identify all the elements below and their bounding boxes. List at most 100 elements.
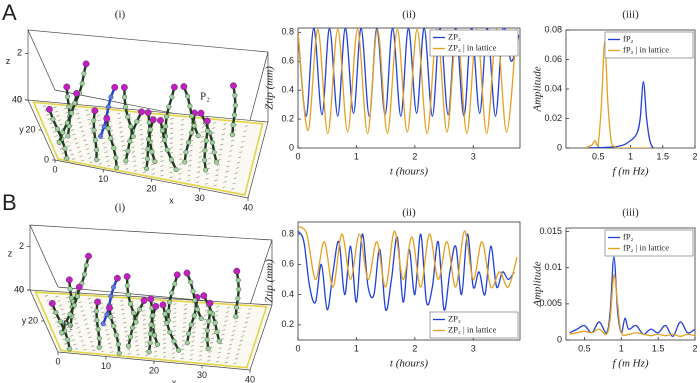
filament-node <box>91 118 97 124</box>
filament-node <box>229 132 235 138</box>
flow-arrow <box>79 155 83 158</box>
flow-arrow <box>222 329 226 331</box>
y-tick-label: 0.02 <box>544 113 562 123</box>
filament-node <box>137 307 143 313</box>
filament-tip <box>230 82 237 90</box>
flow-arrow <box>142 323 147 326</box>
flow-arrow <box>135 349 140 351</box>
flow-arrow <box>195 181 200 184</box>
z-axis-label: z <box>8 249 13 259</box>
flow-arrow <box>207 355 212 358</box>
flow-arrow <box>241 140 245 143</box>
flow-arrow <box>71 339 75 342</box>
flow-arrow <box>101 137 105 140</box>
filament-node <box>64 120 70 126</box>
flow-arrow <box>233 325 237 328</box>
y-tick-label: 0 <box>44 154 49 164</box>
legend-label: ZP₂ | in lattice <box>448 324 497 334</box>
flow-arrow <box>68 149 73 152</box>
filament-node <box>145 146 151 152</box>
flow-arrow <box>188 159 192 162</box>
flow-arrow <box>236 161 241 164</box>
filament-node <box>129 325 135 331</box>
flow-arrow <box>92 349 96 352</box>
flow-arrow <box>82 314 86 317</box>
flow-arrow <box>144 341 148 343</box>
z-tick-label: 2 <box>19 241 24 251</box>
flow-arrow <box>201 332 206 334</box>
filament-node <box>125 114 131 120</box>
flow-arrow <box>121 140 125 143</box>
filament-tip <box>203 117 211 125</box>
y-tick-label: 20 <box>25 124 35 134</box>
filament-node <box>81 71 87 77</box>
filament-node <box>147 340 153 346</box>
flow-arrow <box>214 179 218 182</box>
filament-node <box>176 347 182 353</box>
flow-arrow <box>53 106 57 109</box>
flow-arrow <box>60 308 64 311</box>
flow-arrow <box>212 328 216 331</box>
flow-arrow <box>143 327 147 330</box>
filament-node <box>206 318 212 324</box>
flow-arrow <box>191 336 195 338</box>
flow-arrow <box>84 323 88 326</box>
flow-arrow <box>196 171 201 173</box>
flow-arrow <box>193 322 197 325</box>
filament-node <box>145 136 151 142</box>
flow-arrow <box>104 324 108 327</box>
flow-arrow <box>74 108 78 111</box>
flow-arrow <box>142 171 146 174</box>
flow-arrow <box>244 125 248 127</box>
filament-node <box>233 305 239 311</box>
flow-arrow <box>231 334 235 337</box>
y-tick-label: 0.2 <box>281 319 294 329</box>
flow-arrow <box>234 357 238 360</box>
flow-arrow <box>239 151 243 154</box>
flow-arrow <box>61 152 65 154</box>
flow-arrow <box>206 172 210 175</box>
y-tick-label: 0.04 <box>544 83 562 93</box>
flow-arrow <box>233 362 237 365</box>
flow-arrow <box>134 331 138 334</box>
flow-arrow <box>180 123 184 126</box>
y-tick-label: 0 <box>557 334 562 344</box>
flow-arrow <box>225 170 229 173</box>
x-axis-label: t (hours) <box>390 358 429 370</box>
z-tick-label: 2 <box>17 48 22 58</box>
flow-arrow <box>75 142 79 145</box>
flow-arrow <box>172 347 176 350</box>
filament-node <box>212 320 218 326</box>
flow-arrow <box>57 300 61 302</box>
flow-arrow <box>73 318 77 320</box>
flow-arrow <box>189 353 194 356</box>
flow-arrow <box>122 149 126 152</box>
filament-node <box>189 113 195 119</box>
flow-arrow <box>172 334 176 337</box>
flow-arrow <box>160 150 164 153</box>
flow-arrow <box>160 165 164 167</box>
flow-arrow <box>230 144 234 147</box>
flow-arrow <box>203 318 207 321</box>
filament-node <box>108 94 114 100</box>
filament-node <box>72 100 78 106</box>
annotation: P₂ <box>63 319 73 331</box>
filament-node <box>185 93 191 99</box>
filament-tip <box>173 271 181 279</box>
flow-arrow <box>199 151 203 153</box>
flow-arrow <box>240 335 245 337</box>
flow-arrow <box>77 117 81 120</box>
flow-arrow <box>183 312 187 315</box>
filament-node <box>91 127 97 133</box>
filament-node <box>67 322 73 328</box>
filament-node <box>164 147 170 153</box>
flow-arrow <box>91 310 95 313</box>
x-tick-label: 0 <box>295 151 300 161</box>
filament-node <box>105 104 111 110</box>
flow-arrow <box>59 148 63 150</box>
flow-arrow <box>79 126 83 128</box>
filament-node <box>64 155 70 161</box>
filament-node <box>108 314 114 320</box>
flow-arrow <box>125 335 129 337</box>
